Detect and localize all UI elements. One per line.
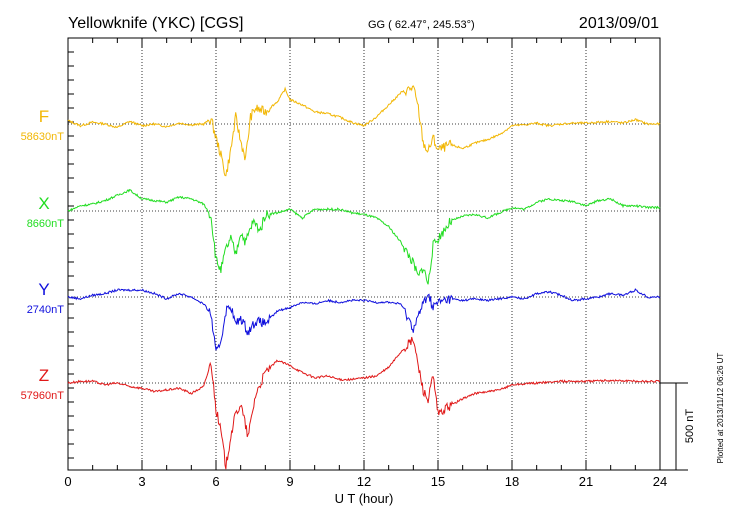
x-tick-label-18: 18	[505, 474, 519, 489]
plot-date: 2013/09/01	[579, 15, 659, 32]
series-name-F: F	[39, 107, 49, 126]
series-line-X	[67, 188, 661, 285]
series-line-Z	[67, 336, 661, 470]
x-tick-label-15: 15	[431, 474, 445, 489]
series-baseline-value-F: 58630nT	[21, 131, 65, 143]
series-baseline-value-Z: 57960nT	[21, 390, 65, 402]
series-name-Y: Y	[38, 280, 49, 299]
grid-lines	[141, 38, 587, 470]
x-axis-label: U T (hour)	[335, 491, 394, 506]
station-title: Yellowknife (YKC) [CGS]	[68, 15, 243, 32]
geo-coordinates: GG ( 62.47°, 245.53°)	[368, 19, 475, 31]
series-lines	[67, 85, 661, 470]
x-axis-tick-labels: 0 3 6 9 12 15 18 21 24	[64, 474, 667, 489]
series-name-X: X	[38, 194, 49, 213]
x-tick-label-0: 0	[64, 474, 71, 489]
x-tick-label-12: 12	[357, 474, 371, 489]
x-tick-label-24: 24	[653, 474, 667, 489]
series-baseline-value-Y: 2740nT	[27, 304, 65, 316]
series-baseline-value-X: 8660nT	[27, 218, 65, 230]
x-tick-label-21: 21	[579, 474, 593, 489]
x-axis-ticks	[67, 38, 661, 470]
scale-bar-label: 500 nT	[684, 409, 696, 444]
x-tick-label-3: 3	[138, 474, 145, 489]
x-tick-label-6: 6	[212, 474, 219, 489]
y-minor-ticks	[68, 51, 74, 459]
series-line-Y	[67, 288, 661, 351]
series-labels: F 58630nT X 8660nT Y 2740nT Z 57960nT	[21, 107, 65, 402]
plotted-timestamp: Plotted at 2013/11/12 06:26 UT	[716, 353, 725, 464]
x-tick-label-9: 9	[286, 474, 293, 489]
scale-bar: 500 nT	[660, 382, 696, 471]
series-line-F	[67, 85, 661, 177]
series-name-Z: Z	[39, 366, 49, 385]
